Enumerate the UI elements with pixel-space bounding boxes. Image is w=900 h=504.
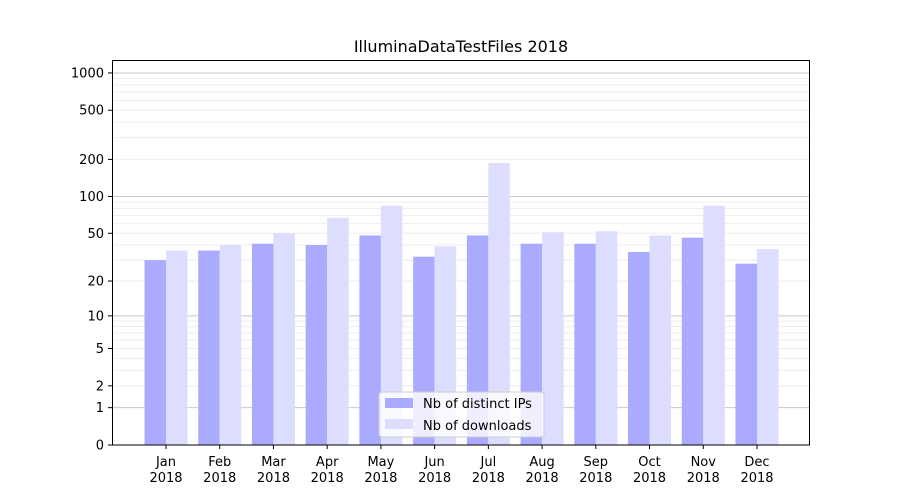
- x-tick-label: Jun 2018: [418, 455, 451, 486]
- y-tick-label: 10: [87, 309, 104, 324]
- bar-ips: [681, 237, 704, 445]
- bar-downloads: [595, 231, 618, 445]
- x-tick-label: Apr 2018: [311, 455, 344, 486]
- legend-box: [378, 391, 545, 438]
- y-tick-label: 5: [96, 342, 104, 357]
- x-tick-label: Mar 2018: [257, 455, 290, 486]
- x-tick-label: Oct 2018: [633, 455, 666, 486]
- legend-swatch-ips: [385, 398, 413, 408]
- bar-downloads: [703, 205, 725, 445]
- bar-ips: [251, 243, 274, 445]
- x-tick-label: Sep 2018: [579, 455, 612, 486]
- bar-ips: [359, 235, 381, 445]
- y-tick-label: 1000: [71, 66, 104, 81]
- legend-label-downloads: Nb of downloads: [423, 419, 532, 434]
- x-tick-label: May 2018: [364, 455, 397, 486]
- bar-downloads: [380, 205, 403, 445]
- bar-downloads: [327, 217, 349, 445]
- bar-downloads: [219, 245, 242, 445]
- chart-title: IlluminaDataTestFiles 2018: [354, 37, 568, 56]
- y-axis: 0 1 2 5 10 20 50 100 200 500 1000: [71, 66, 112, 454]
- x-tick-label: Jan 2018: [149, 455, 182, 486]
- y-tick-label: 0: [96, 439, 104, 454]
- x-tick-label: Nov 2018: [687, 455, 720, 486]
- bar-downloads: [757, 249, 779, 445]
- x-tick-label: Jul 2018: [472, 455, 505, 486]
- x-tick-label: Feb 2018: [203, 455, 236, 486]
- x-tick-label: Aug 2018: [526, 455, 559, 486]
- bar-ips: [574, 243, 596, 445]
- bar-ips: [305, 245, 328, 445]
- y-tick-label: 50: [87, 227, 104, 242]
- y-tick-label: 1: [96, 401, 104, 416]
- bar-downloads: [649, 235, 672, 445]
- x-axis: Jan 2018 Feb 2018 Mar 2018 Apr 2018 May 2018 Jun 20…: [149, 445, 774, 486]
- legend-swatch-downloads: [385, 419, 413, 429]
- y-tick-label: 500: [79, 104, 104, 119]
- bar-ips: [198, 250, 220, 445]
- plot-frame: [112, 60, 810, 446]
- y-tick-label: 20: [87, 275, 104, 290]
- bar-downloads: [166, 250, 188, 445]
- bar-ips: [144, 260, 166, 445]
- x-tick-label: Dec 2018: [740, 455, 773, 486]
- legend: Nb of distinct IPs Nb of downloads: [378, 391, 545, 438]
- bar-downloads: [488, 163, 510, 445]
- bar-ips: [735, 263, 757, 445]
- legend-label-ips: Nb of distinct IPs: [423, 397, 532, 412]
- bar-ips: [628, 252, 650, 445]
- bar-downloads: [273, 233, 295, 445]
- bars: [144, 163, 779, 445]
- y-tick-label: 100: [79, 190, 104, 205]
- bar-downloads: [542, 232, 564, 445]
- y-tick-label: 200: [79, 153, 104, 168]
- y-tick-label: 2: [96, 379, 104, 394]
